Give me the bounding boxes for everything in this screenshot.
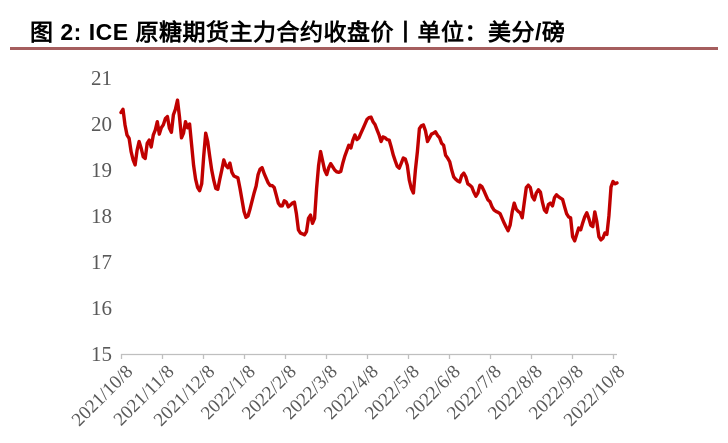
price-line-series — [119, 98, 619, 243]
x-axis — [120, 353, 617, 359]
y-axis-tick-label: 20 — [91, 112, 112, 136]
y-axis-tick-label: 16 — [91, 296, 112, 320]
y-axis-tick-label: 21 — [91, 66, 112, 90]
y-axis-tick-label: 17 — [91, 250, 112, 274]
y-axis-tick-label: 19 — [91, 158, 112, 182]
y-axis-tick-label: 15 — [91, 342, 112, 366]
y-axis-tick-label: 18 — [91, 204, 112, 228]
figure-title: 图 2: ICE 原糖期货主力合约收盘价丨单位：美分/磅 — [30, 19, 566, 45]
title-underline — [10, 47, 718, 50]
